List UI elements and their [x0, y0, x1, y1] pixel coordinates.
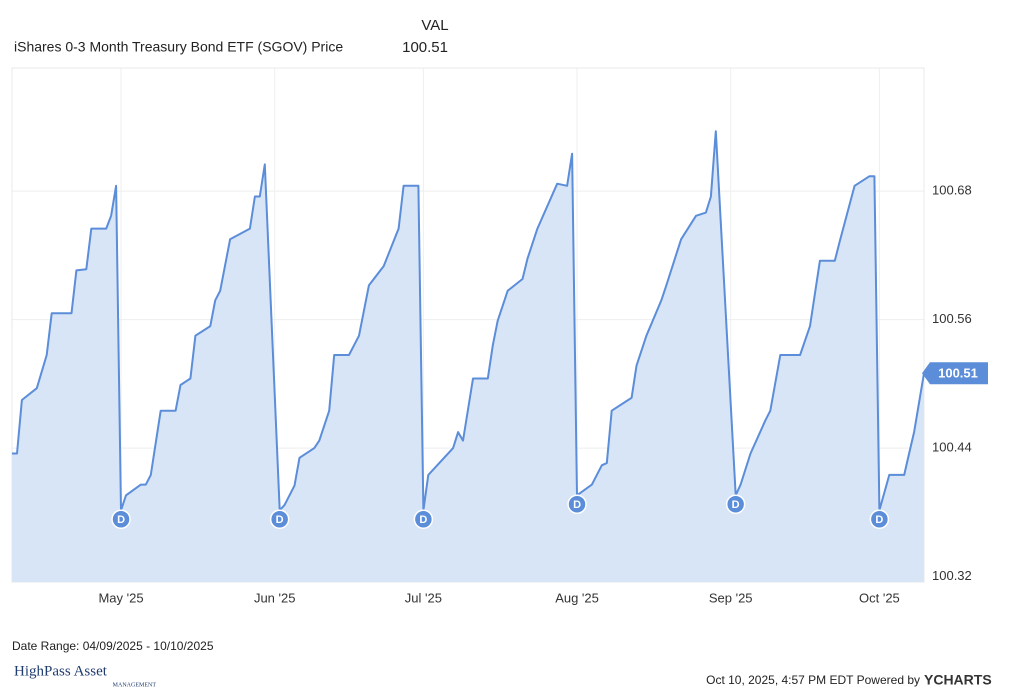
- dividend-marker: [567, 494, 587, 515]
- brand: YCHARTS: [924, 672, 992, 688]
- dividend-label: D: [276, 514, 284, 526]
- logo: HighPass Asset MANAGEMENT: [12, 658, 160, 688]
- legend-name: iShares 0-3 Month Treasury Bond ETF (SGO…: [14, 39, 343, 55]
- x-tick-label: Sep '25: [709, 590, 753, 605]
- x-tick-label: Jun '25: [254, 590, 296, 605]
- y-tick-label: 100.56: [932, 311, 972, 326]
- dividend-label: D: [573, 499, 581, 511]
- x-tick-label: Oct '25: [859, 590, 900, 605]
- legend-value: 100.51: [402, 39, 448, 56]
- price-line: [12, 130, 925, 512]
- logo-box: [12, 658, 160, 688]
- logo-text: HighPass Asset: [14, 663, 108, 679]
- dividend-label: D: [117, 514, 125, 526]
- dividend-label: D: [875, 514, 883, 526]
- x-tick-label: May '25: [98, 590, 143, 605]
- x-tick-label: Aug '25: [555, 590, 599, 605]
- last-value-badge: [922, 362, 988, 385]
- dividend-marker: [111, 509, 131, 530]
- y-tick-label: 100.68: [932, 183, 972, 198]
- dividend-marker: [269, 509, 290, 530]
- plot: 100.32 100.44 100.56 100.68 May '25 Jun '25 Ju…: [11, 67, 988, 605]
- logo-subtext: MANAGEMENT: [113, 682, 157, 688]
- last-value-label: 100.51: [938, 366, 978, 381]
- legend-header: VAL: [421, 17, 448, 34]
- timestamp: Oct 10, 2025, 4:57 PM EDT Powered by: [706, 673, 920, 687]
- date-range: Date Range: 04/09/2025 - 10/10/2025: [12, 639, 214, 653]
- dividend-marker: [869, 509, 890, 530]
- dividend-label: D: [732, 499, 740, 511]
- area-fill: [12, 131, 924, 582]
- dividend-marker: [413, 509, 434, 530]
- dividend-label: D: [419, 514, 427, 526]
- y-tick-label: 100.32: [932, 568, 972, 583]
- dividend-marker: [725, 494, 746, 515]
- x-tick-label: Jul '25: [405, 590, 442, 605]
- y-tick-label: 100.44: [932, 440, 972, 455]
